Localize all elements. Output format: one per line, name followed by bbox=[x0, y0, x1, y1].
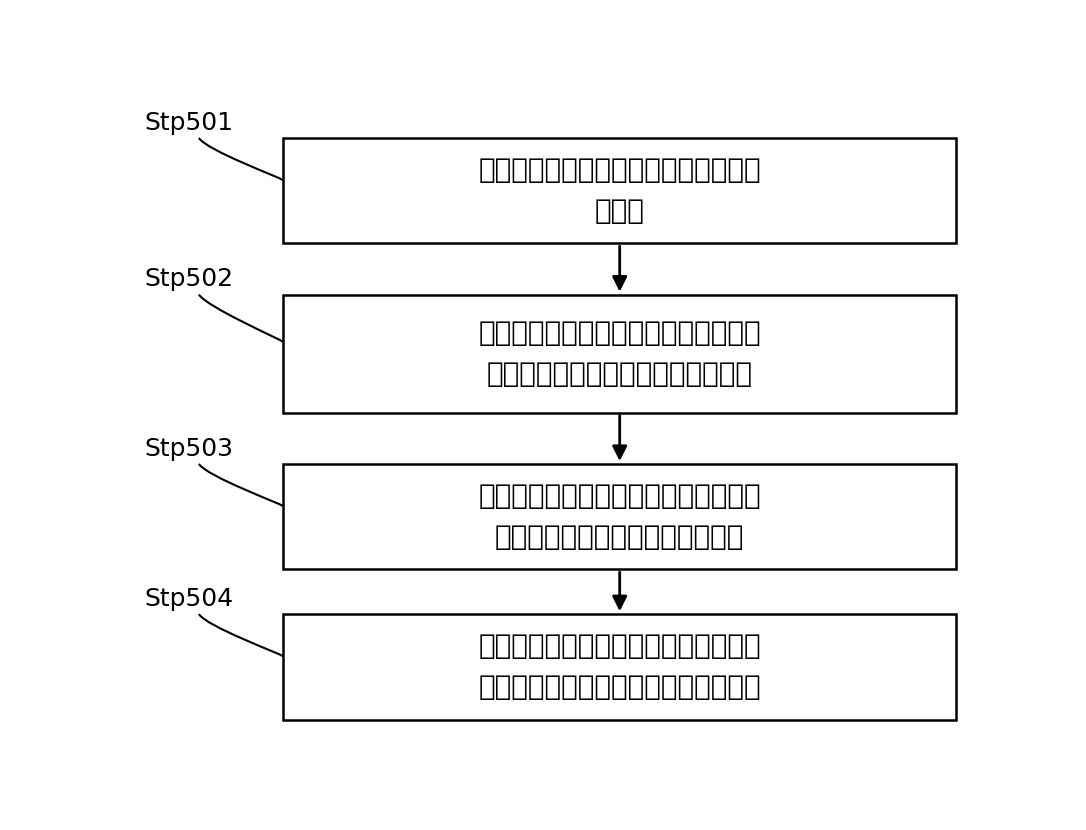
Text: 计算每个最小割集发生的概率，代入公
式计算每个最小割集的诊断重要度: 计算每个最小割集发生的概率，代入公 式计算每个最小割集的诊断重要度 bbox=[479, 482, 761, 551]
Text: 遍历不交化矩阵求出顶事件的不交化表
达式，根据公式计算顶事件发生概率: 遍历不交化矩阵求出顶事件的不交化表 达式，根据公式计算顶事件发生概率 bbox=[479, 319, 761, 388]
Bar bbox=[283, 464, 957, 569]
Bar bbox=[283, 138, 957, 243]
Bar bbox=[283, 295, 957, 413]
Text: Stp504: Stp504 bbox=[144, 587, 233, 611]
Text: Stp502: Stp502 bbox=[144, 267, 233, 291]
Text: 对顶事件求各基本事件的偏导得到边缘
重要度，求得各基本事件的诊断重要度: 对顶事件求各基本事件的偏导得到边缘 重要度，求得各基本事件的诊断重要度 bbox=[479, 632, 761, 701]
Bar bbox=[283, 614, 957, 720]
Text: 将最小割集进行不交化处理，得到不交
化矩阵: 将最小割集进行不交化处理，得到不交 化矩阵 bbox=[479, 156, 761, 225]
Text: Stp501: Stp501 bbox=[144, 110, 233, 134]
Text: Stp503: Stp503 bbox=[144, 437, 233, 461]
